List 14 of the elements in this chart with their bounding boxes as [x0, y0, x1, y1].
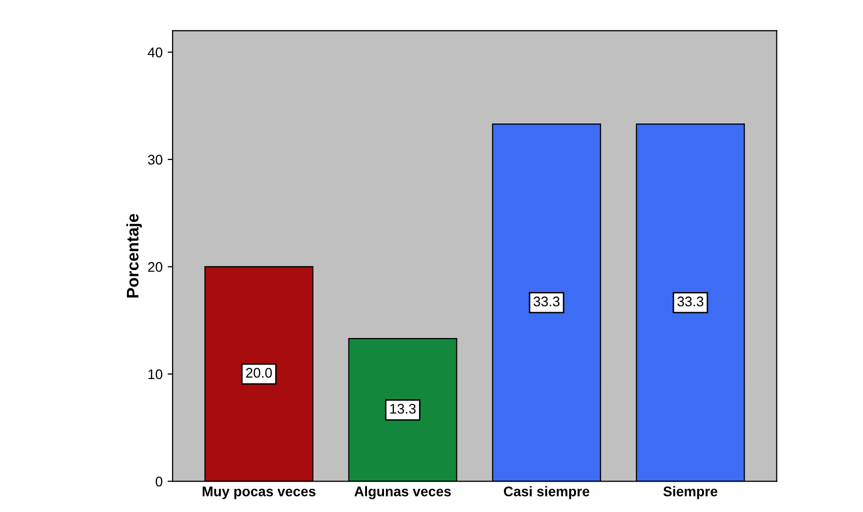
y-tick-label: 10	[148, 369, 162, 380]
y-axis-title: Porcentaje	[126, 214, 142, 298]
data-label: 20.0	[246, 368, 272, 378]
data-label: 13.3	[390, 404, 416, 414]
x-tick-label: Algunas veces	[354, 486, 451, 500]
x-tick-label: Siempre	[663, 486, 718, 500]
y-tick-label: 30	[148, 154, 162, 165]
x-tick-label: Casi siempre	[504, 486, 590, 500]
y-tick-label: 40	[148, 48, 162, 58]
x-tick-label: Muy pocas veces	[202, 486, 316, 500]
data-label: 33.3	[534, 296, 560, 306]
y-tick-label: 20	[148, 262, 162, 272]
data-label: 33.3	[677, 296, 704, 306]
y-tick-label: 0	[156, 476, 162, 486]
